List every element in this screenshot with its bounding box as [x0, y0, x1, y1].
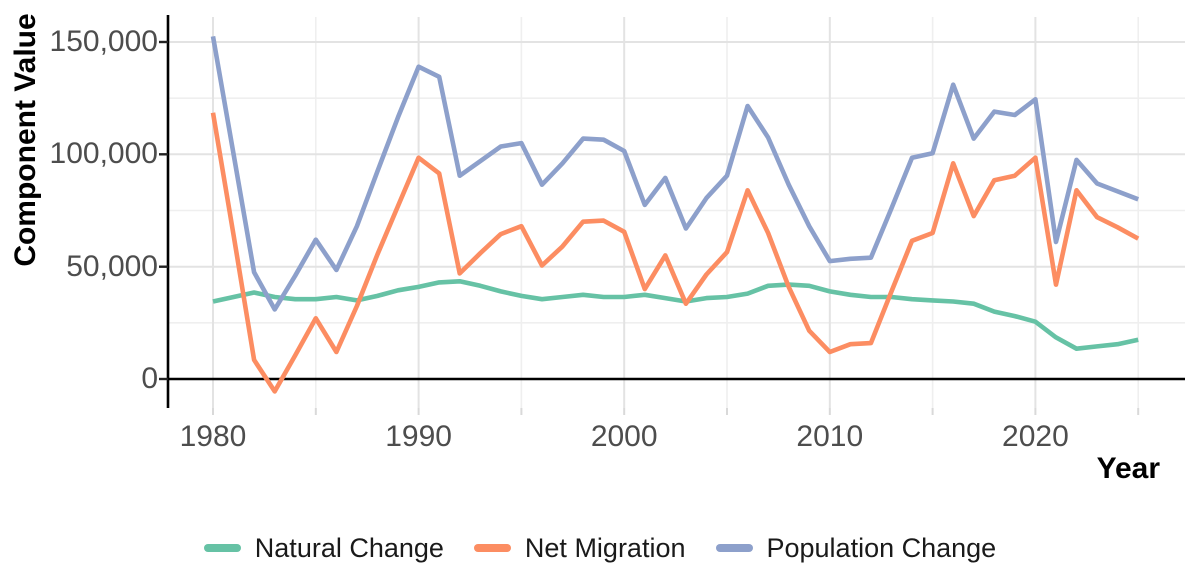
natural-change-line-swatch — [203, 544, 241, 552]
series-line — [210, 36, 1140, 312]
population-change-line-swatch — [715, 544, 753, 552]
legend: Natural Change Net Migration Population … — [0, 528, 1200, 568]
y-tick-label: 150,000 — [49, 25, 158, 58]
x-axis-title: Year — [1096, 452, 1160, 485]
net-migration-line-swatch — [473, 544, 511, 552]
x-tick-label: 1990 — [385, 420, 452, 453]
legend-item-natural-change: Natural Change — [203, 532, 444, 564]
legend-label-net-migration: Net Migration — [524, 532, 686, 563]
x-tick-label: 2000 — [590, 420, 658, 453]
series-line — [210, 112, 1140, 394]
series-line — [212, 278, 1139, 352]
x-tick-label: 2020 — [1002, 420, 1069, 453]
y-tick-label: 0 — [141, 362, 158, 395]
legend-item-population-change: Population Change — [715, 532, 997, 564]
y-tick-label: 50,000 — [66, 249, 158, 283]
legend-label-natural-change: Natural Change — [254, 532, 444, 563]
legend-label-population-change: Population Change — [766, 532, 997, 563]
x-tick-label: 2010 — [796, 420, 864, 453]
y-tick-label: 100,000 — [49, 137, 158, 171]
x-tick-label: 1980 — [179, 420, 247, 453]
legend-item-net-migration: Net Migration — [473, 532, 686, 564]
